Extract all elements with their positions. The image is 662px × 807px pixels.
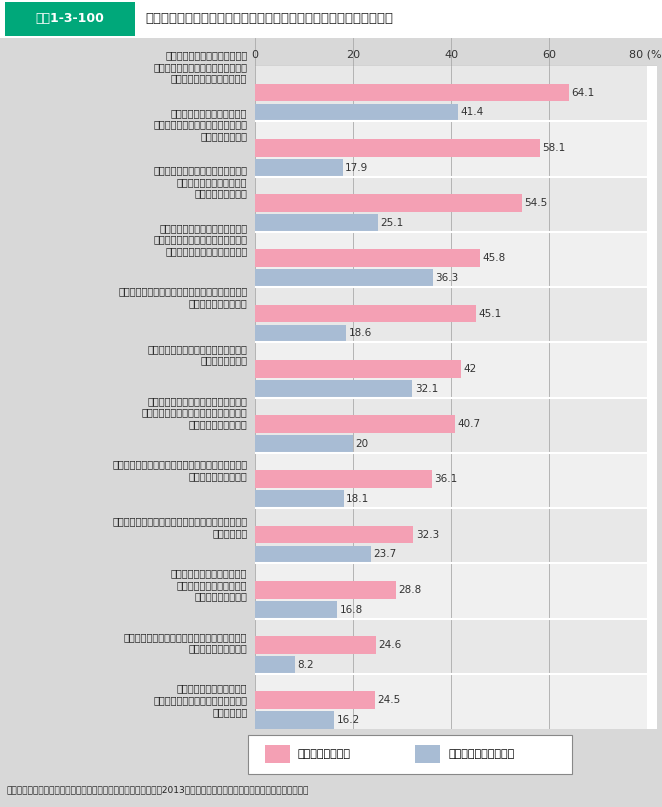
Bar <box>255 139 540 157</box>
Bar <box>255 415 455 433</box>
Text: 図表1-3-100: 図表1-3-100 <box>36 12 105 26</box>
Text: 25.1: 25.1 <box>381 218 404 228</box>
Bar <box>255 84 569 102</box>
Bar <box>255 453 647 508</box>
Bar <box>255 618 647 674</box>
Text: 58.1: 58.1 <box>542 143 565 153</box>
Text: 子どもにスポーツや勉強を教える人や場があること
／教える活動: 子どもにスポーツや勉強を教える人や場があること ／教える活動 <box>113 516 248 538</box>
Text: 80 (%): 80 (%) <box>629 50 662 60</box>
Text: 子どもに自分の職業体験や
人生経験を伝える人や場があること
／伝える活動: 子どもに自分の職業体験や 人生経験を伝える人や場があること ／伝える活動 <box>154 684 248 717</box>
Text: 45.8: 45.8 <box>482 253 505 263</box>
Text: 41.4: 41.4 <box>460 107 484 117</box>
Bar <box>255 398 647 453</box>
Text: 重要だと思うこと: 重要だと思うこと <box>298 749 351 759</box>
Bar <box>255 491 344 508</box>
Bar <box>255 601 338 618</box>
Text: 24.6: 24.6 <box>378 640 401 650</box>
Bar <box>415 745 440 763</box>
Text: 28.8: 28.8 <box>399 585 422 595</box>
Text: 36.3: 36.3 <box>436 273 459 283</box>
Text: 子育てに関する悩みについて
気軽に相談できる人や場があること
／相談にのる活動: 子育てに関する悩みについて 気軽に相談できる人や場があること ／相談にのる活動 <box>154 108 248 141</box>
Text: 地域で子育てを支えるため重要だと思うこと、参加したいと思うこと: 地域で子育てを支えるため重要だと思うこと、参加したいと思うこと <box>145 12 393 26</box>
Text: 18.1: 18.1 <box>346 494 369 504</box>
Text: 参加したいと思う活動: 参加したいと思う活動 <box>448 749 514 759</box>
Text: 0: 0 <box>252 50 258 60</box>
Text: 42: 42 <box>463 364 477 374</box>
Bar <box>255 287 647 342</box>
Text: 32.3: 32.3 <box>416 529 439 540</box>
Text: 23.7: 23.7 <box>373 550 397 559</box>
Bar <box>255 692 375 709</box>
Bar <box>255 270 433 287</box>
FancyBboxPatch shape <box>248 734 572 773</box>
Text: 小中学校の校外学習や行事を
サポートする人がいること
／サポートする活動: 小中学校の校外学習や行事を サポートする人がいること ／サポートする活動 <box>171 568 248 602</box>
Bar <box>255 194 522 212</box>
Text: 資料：内閣府「家族と地域における子育てに関する意識調査」（2013年）より厚生労働省政策統括官付政策評価官室作成: 資料：内閣府「家族と地域における子育てに関する意識調査」（2013年）より厚生労… <box>7 786 309 795</box>
Text: 子どもと大人が一緒に参加できる
地域の行事やお祭りなどがあること
／行事やお祭りなどを行う活動: 子どもと大人が一緒に参加できる 地域の行事やお祭りなどがあること ／行事やお祭り… <box>154 223 248 256</box>
Text: 54.5: 54.5 <box>524 198 548 208</box>
Text: 60: 60 <box>542 50 556 60</box>
Bar <box>255 711 334 729</box>
Bar <box>255 66 647 121</box>
Bar <box>255 232 647 287</box>
Bar <box>255 121 647 177</box>
Bar <box>255 636 375 654</box>
Text: 16.2: 16.2 <box>337 715 360 725</box>
Text: 子育てをする親同士で話しができる
仲間づくりの場があること
／仲間づくりの活動: 子育てをする親同士で話しができる 仲間づくりの場があること ／仲間づくりの活動 <box>154 165 248 199</box>
Text: 不意の外出や親の帰りが遅くなった時
などに子どもを預かる人や場があること
／子どもを預かる活動: 不意の外出や親の帰りが遅くなった時 などに子どもを預かる人や場があること ／子ど… <box>142 395 248 429</box>
Bar <box>255 674 647 729</box>
Text: 子育てに関する情報を提供する人や場があること
／情報を提供する活動: 子育てに関する情報を提供する人や場があること ／情報を提供する活動 <box>118 286 248 308</box>
Text: 地域の伝統文化を子どもに伝える人や場があること
／子どもに伝える活動: 地域の伝統文化を子どもに伝える人や場があること ／子どもに伝える活動 <box>113 459 248 481</box>
Bar <box>255 508 647 563</box>
Bar <box>255 324 346 342</box>
Bar <box>255 563 647 618</box>
Text: 8.2: 8.2 <box>298 660 314 670</box>
Bar <box>255 214 378 232</box>
Bar <box>255 360 461 378</box>
Text: 子どもと一緒に遊ぶ人や場があること
／一緒に遊ぶ活動: 子どもと一緒に遊ぶ人や場があること ／一緒に遊ぶ活動 <box>148 344 248 366</box>
Text: 子どもの防犯のために声かけや
登下校の見守りをする人がいること
／声かけや見守りをする活動: 子どもの防犯のために声かけや 登下校の見守りをする人がいること ／声かけや見守り… <box>154 50 248 83</box>
Bar <box>265 745 290 763</box>
Bar <box>255 305 476 322</box>
Bar <box>255 103 458 121</box>
Bar <box>255 342 647 398</box>
Text: 18.6: 18.6 <box>349 328 372 338</box>
Text: 64.1: 64.1 <box>572 87 595 98</box>
Text: 20: 20 <box>346 50 360 60</box>
Text: 40.7: 40.7 <box>457 419 480 429</box>
Text: 24.5: 24.5 <box>377 696 401 705</box>
Bar <box>255 159 343 177</box>
Bar <box>255 581 396 599</box>
Text: 17.9: 17.9 <box>345 163 369 173</box>
Bar <box>255 525 413 543</box>
Text: 32.1: 32.1 <box>415 383 438 394</box>
Bar <box>255 177 647 232</box>
Text: 45.1: 45.1 <box>479 308 502 319</box>
Text: 16.8: 16.8 <box>340 604 363 615</box>
Text: 20: 20 <box>355 439 369 449</box>
Bar <box>255 470 432 488</box>
Bar <box>255 546 371 563</box>
Text: 子育て家庭の家事を支援する人や場があること
／家事を支援する活動: 子育て家庭の家事を支援する人や場があること ／家事を支援する活動 <box>124 632 248 654</box>
Bar <box>255 249 479 267</box>
Text: 40: 40 <box>444 50 458 60</box>
Bar <box>255 435 353 453</box>
Bar <box>5 2 135 36</box>
Bar <box>255 656 295 674</box>
Text: 36.1: 36.1 <box>434 475 457 484</box>
Bar <box>255 380 412 398</box>
